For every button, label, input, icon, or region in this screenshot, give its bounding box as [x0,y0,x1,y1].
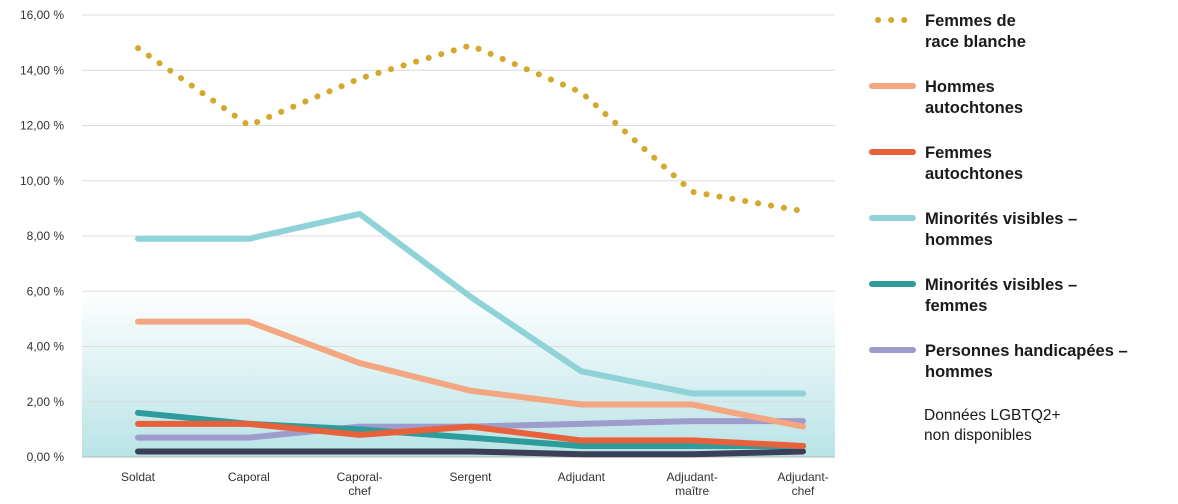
x-tick-label: Adjudant [558,470,606,484]
series-line-3 [135,210,806,397]
x-tick-label: Caporal-chef [337,470,383,498]
series-line-6 [135,448,806,458]
y-tick-label: 8,00 % [27,229,65,243]
y-axis: 0,00 % 2,00 % 4,00 % 6,00 % 8,00 % 10,00 % 12,… [20,8,64,464]
x-tick-label: Soldat [121,470,156,484]
series-line-0 [135,42,806,215]
x-tick-label: Caporal [228,470,270,484]
series-line-2 [135,420,806,449]
series-layer [135,42,806,458]
y-tick-label: 16,00 % [20,8,64,22]
y-tick-label: 10,00 % [20,174,64,188]
legend-label-1: Hommes autochtones [925,78,1023,117]
x-tick-label: Adjudant-chef [777,470,828,498]
legend-note: Données LGBTQ2+ non disponibles [924,407,1061,444]
legend-label-3: Minorités visibles – hommes [925,210,1077,249]
y-tick-label: 0,00 % [27,450,65,464]
y-tick-label: 2,00 % [27,395,65,409]
background-band [82,291,835,457]
y-tick-label: 4,00 % [27,340,65,354]
series-line-1 [135,318,806,430]
legend: Femmes de race blanche Hommes autochtones Fe… [869,12,1128,444]
y-tick-label: 12,00 % [20,119,64,133]
legend-label-4: Minorités visibles – femmes [925,276,1077,315]
x-axis: Soldat Caporal Caporal-chef Sergent Adjudant… [121,470,829,498]
x-tick-label: Sergent [449,470,492,484]
legend-label-2: Femmes autochtones [925,144,1023,183]
x-tick-label: Adjudant-maître [666,470,717,498]
legend-label-5: Personnes handicapées – hommes [925,342,1128,381]
legend-label-0: Femmes de race blanche [925,12,1026,51]
y-tick-label: 6,00 % [27,284,65,298]
y-tick-label: 14,00 % [20,63,64,77]
